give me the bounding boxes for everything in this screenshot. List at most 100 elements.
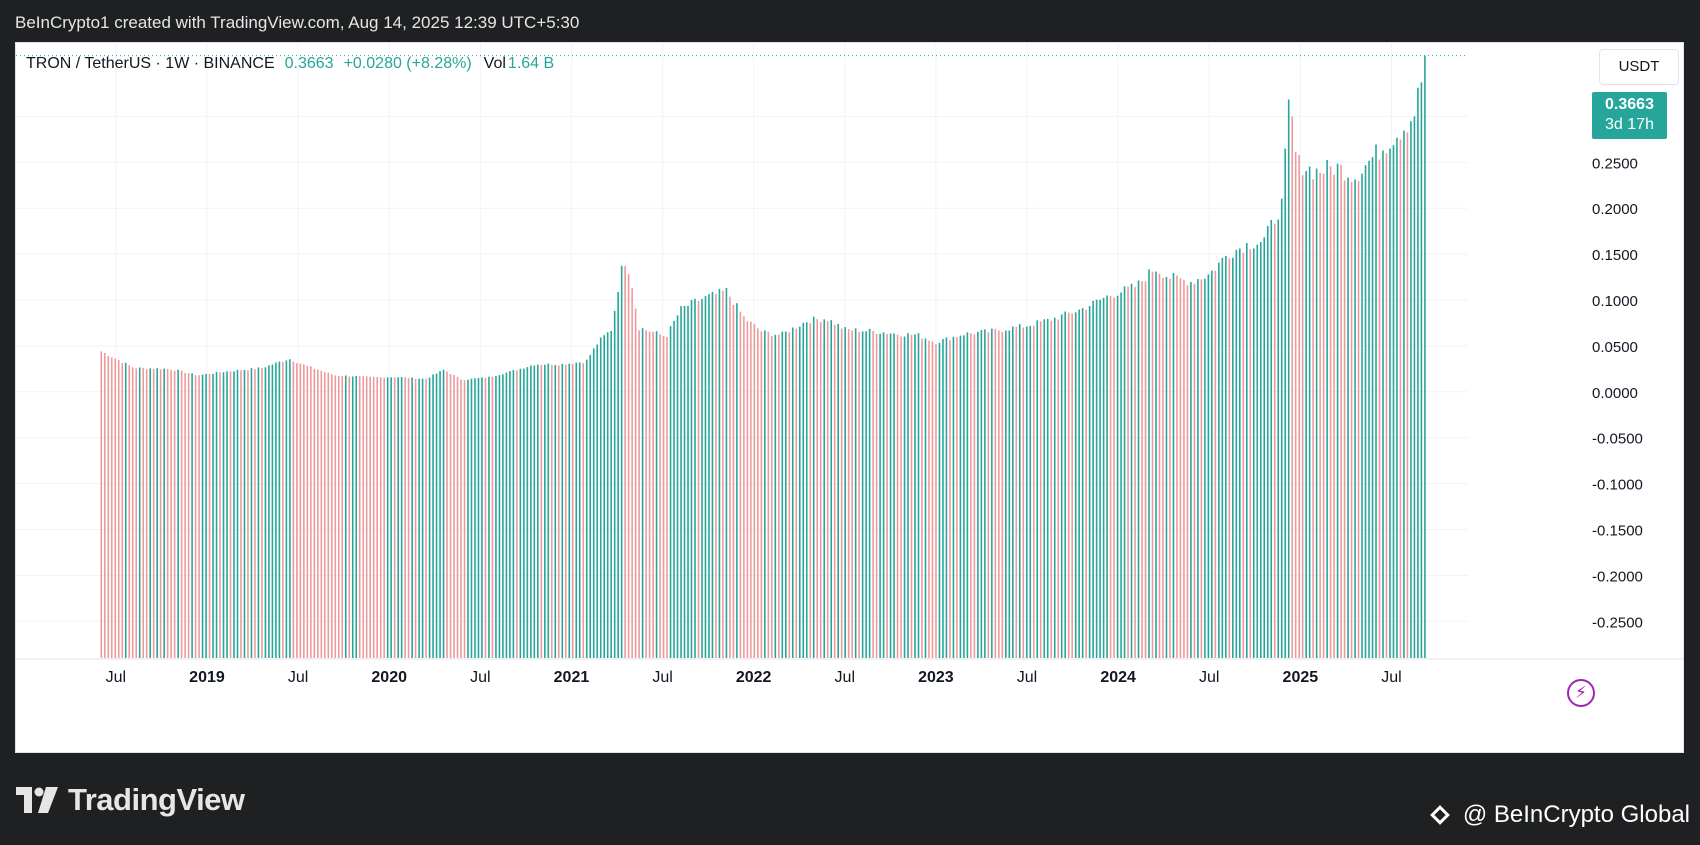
price-bar xyxy=(442,369,445,658)
y-tick-label: -0.2500 xyxy=(1592,614,1643,631)
price-bar xyxy=(774,334,777,658)
price-bar xyxy=(159,369,162,658)
price-bar xyxy=(739,311,742,658)
price-bar xyxy=(128,365,131,658)
price-bar xyxy=(317,369,319,658)
price-bar xyxy=(1060,314,1063,658)
price-bar xyxy=(963,335,965,658)
price-bar xyxy=(121,363,124,658)
price-bar xyxy=(491,376,494,658)
price-bar xyxy=(344,375,347,658)
symbol-title[interactable]: TRON / TetherUS · 1W · BINANCE xyxy=(26,55,275,72)
price-bar xyxy=(498,375,501,658)
price-bar xyxy=(1200,279,1203,658)
price-bar xyxy=(292,361,295,658)
price-bar xyxy=(1396,137,1398,658)
price-bar xyxy=(1050,320,1053,658)
price-bar xyxy=(690,300,693,658)
price-bar xyxy=(1322,173,1325,658)
currency-button[interactable]: USDT xyxy=(1599,49,1679,85)
price-bar xyxy=(1329,166,1332,658)
price-bar xyxy=(1197,279,1199,658)
price-chart[interactable]: 0.30000.25000.20000.15000.10000.05000.00… xyxy=(16,43,1684,753)
price-bar xyxy=(261,367,263,658)
price-bar xyxy=(1046,318,1049,658)
price-bar xyxy=(303,364,305,658)
price-bar xyxy=(1298,155,1300,658)
price-bar xyxy=(980,330,983,658)
price-bar xyxy=(1106,295,1108,658)
x-tick-label: Jul xyxy=(652,669,672,686)
x-tick-label: Jul xyxy=(1199,669,1219,686)
chart-panel[interactable]: 0.30000.25000.20000.15000.10000.05000.00… xyxy=(15,42,1684,753)
price-bar xyxy=(1232,257,1234,658)
price-bar xyxy=(928,340,930,658)
price-bar xyxy=(411,377,413,658)
price-bar xyxy=(893,333,895,658)
price-bar xyxy=(641,328,644,658)
price-bar xyxy=(844,327,846,658)
price-bar xyxy=(156,368,158,658)
price-bar xyxy=(313,368,316,658)
price-bar xyxy=(495,376,497,658)
price-bar xyxy=(369,376,372,658)
price-bar xyxy=(865,331,867,658)
price-bar xyxy=(152,368,155,658)
price-bar xyxy=(812,316,815,658)
price-bar xyxy=(1186,285,1189,658)
price-bar xyxy=(296,363,298,658)
price-bar xyxy=(1179,278,1182,658)
price-bar xyxy=(708,294,710,658)
price-bar xyxy=(1141,281,1143,658)
price-bar xyxy=(191,373,193,658)
price-bar xyxy=(970,333,972,658)
price-bar xyxy=(1273,223,1276,658)
price-bar xyxy=(998,330,1000,658)
flash-icon[interactable]: ⚡ xyxy=(1567,679,1595,707)
price-bar xyxy=(1263,237,1266,658)
price-bar xyxy=(355,376,358,658)
price-bar xyxy=(564,364,567,658)
y-tick-label: -0.1500 xyxy=(1592,522,1643,539)
price-bar xyxy=(1235,249,1238,659)
price-bar xyxy=(1399,139,1402,658)
price-bar xyxy=(1350,181,1353,658)
price-bar xyxy=(1319,172,1321,659)
price-bar xyxy=(1144,281,1147,658)
price-bar xyxy=(655,331,658,658)
price-bar xyxy=(945,337,948,658)
price-bar xyxy=(809,323,812,658)
price-bar xyxy=(362,376,365,658)
price-bar xyxy=(1155,271,1157,658)
x-tick-label: Jul xyxy=(288,669,308,686)
price-bar xyxy=(425,378,427,658)
price-bar xyxy=(180,370,183,658)
price-bar xyxy=(379,377,382,658)
price-bar xyxy=(610,331,612,658)
price-bar xyxy=(882,332,885,658)
price-bar xyxy=(729,296,731,658)
price-bar xyxy=(177,369,179,658)
price-bar xyxy=(1270,219,1273,658)
price-bar xyxy=(935,344,937,658)
price-bar xyxy=(1151,271,1154,658)
price-bar xyxy=(638,330,640,658)
price-bar xyxy=(365,376,368,658)
price-bar xyxy=(1385,153,1388,658)
badge-price: 0.3663 xyxy=(1605,96,1654,113)
price-bar xyxy=(676,315,679,658)
price-bar xyxy=(823,319,826,658)
price-bar xyxy=(680,306,682,658)
price-bar xyxy=(788,332,791,658)
price-bar xyxy=(1148,269,1150,658)
price-bar xyxy=(254,369,256,658)
price-bar xyxy=(114,358,117,658)
price-bar xyxy=(533,365,536,658)
price-bar xyxy=(875,333,878,658)
price-change: +0.0280 (+8.28%) xyxy=(343,55,472,72)
price-bar xyxy=(1081,308,1084,658)
price-bar xyxy=(390,377,392,658)
price-bar xyxy=(1305,170,1307,658)
price-bar xyxy=(592,348,595,658)
price-bar xyxy=(1165,276,1168,658)
